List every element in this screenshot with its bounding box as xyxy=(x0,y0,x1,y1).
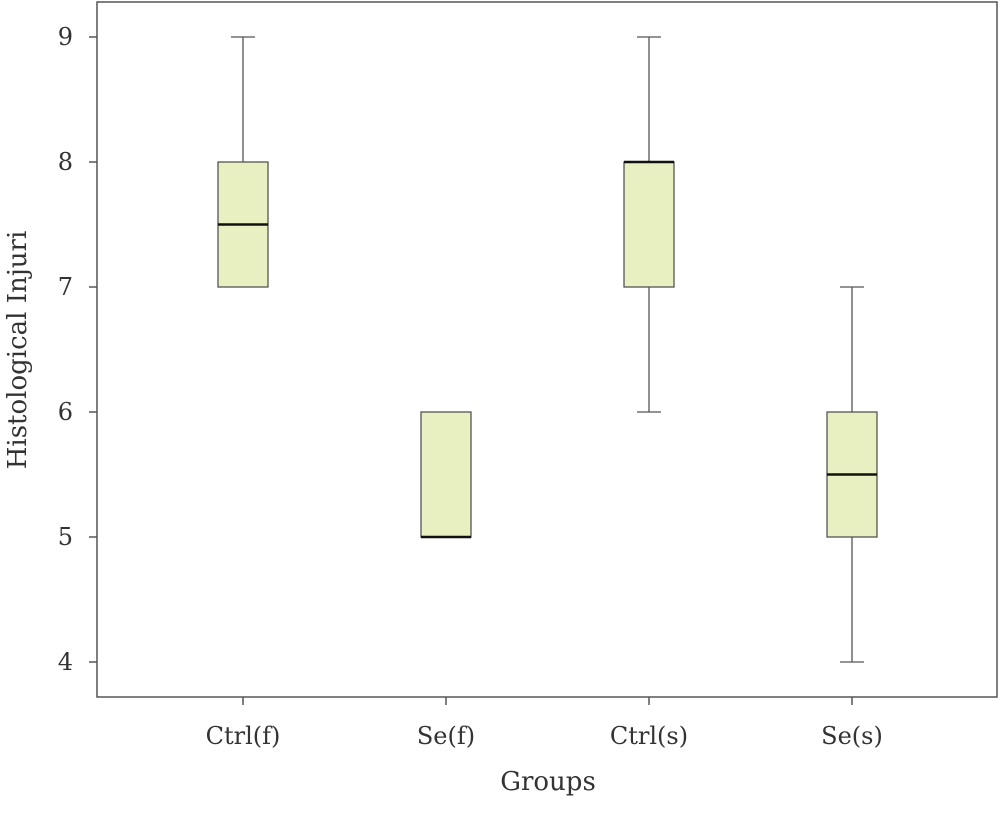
box-iqr xyxy=(420,411,472,538)
y-tick-label: 8 xyxy=(58,148,73,176)
y-tick-label: 4 xyxy=(58,648,73,676)
box-group xyxy=(623,36,675,413)
x-tick-label: Se(f) xyxy=(417,722,475,750)
box-iqr xyxy=(623,161,675,288)
x-tick-label: Se(s) xyxy=(821,722,883,750)
y-axis-title: Histological Injuri xyxy=(3,231,33,470)
box-group xyxy=(826,286,878,663)
y-tick-label: 7 xyxy=(58,273,73,301)
y-tick-label: 9 xyxy=(58,23,73,51)
box-series xyxy=(217,36,878,663)
y-tick-label: 6 xyxy=(58,398,73,426)
plot-area-frame xyxy=(96,1,998,698)
x-axis-title: Groups xyxy=(500,767,596,797)
y-axis: 4 5 6 7 8 9 xyxy=(58,23,97,676)
x-tick-label: Ctrl(s) xyxy=(610,722,688,750)
box-group xyxy=(217,36,269,288)
x-tick-label: Ctrl(f) xyxy=(206,722,281,750)
x-axis: Ctrl(f) Se(f) Ctrl(s) Se(s) xyxy=(206,697,883,750)
box-group xyxy=(420,411,472,539)
y-tick-label: 5 xyxy=(58,523,73,551)
